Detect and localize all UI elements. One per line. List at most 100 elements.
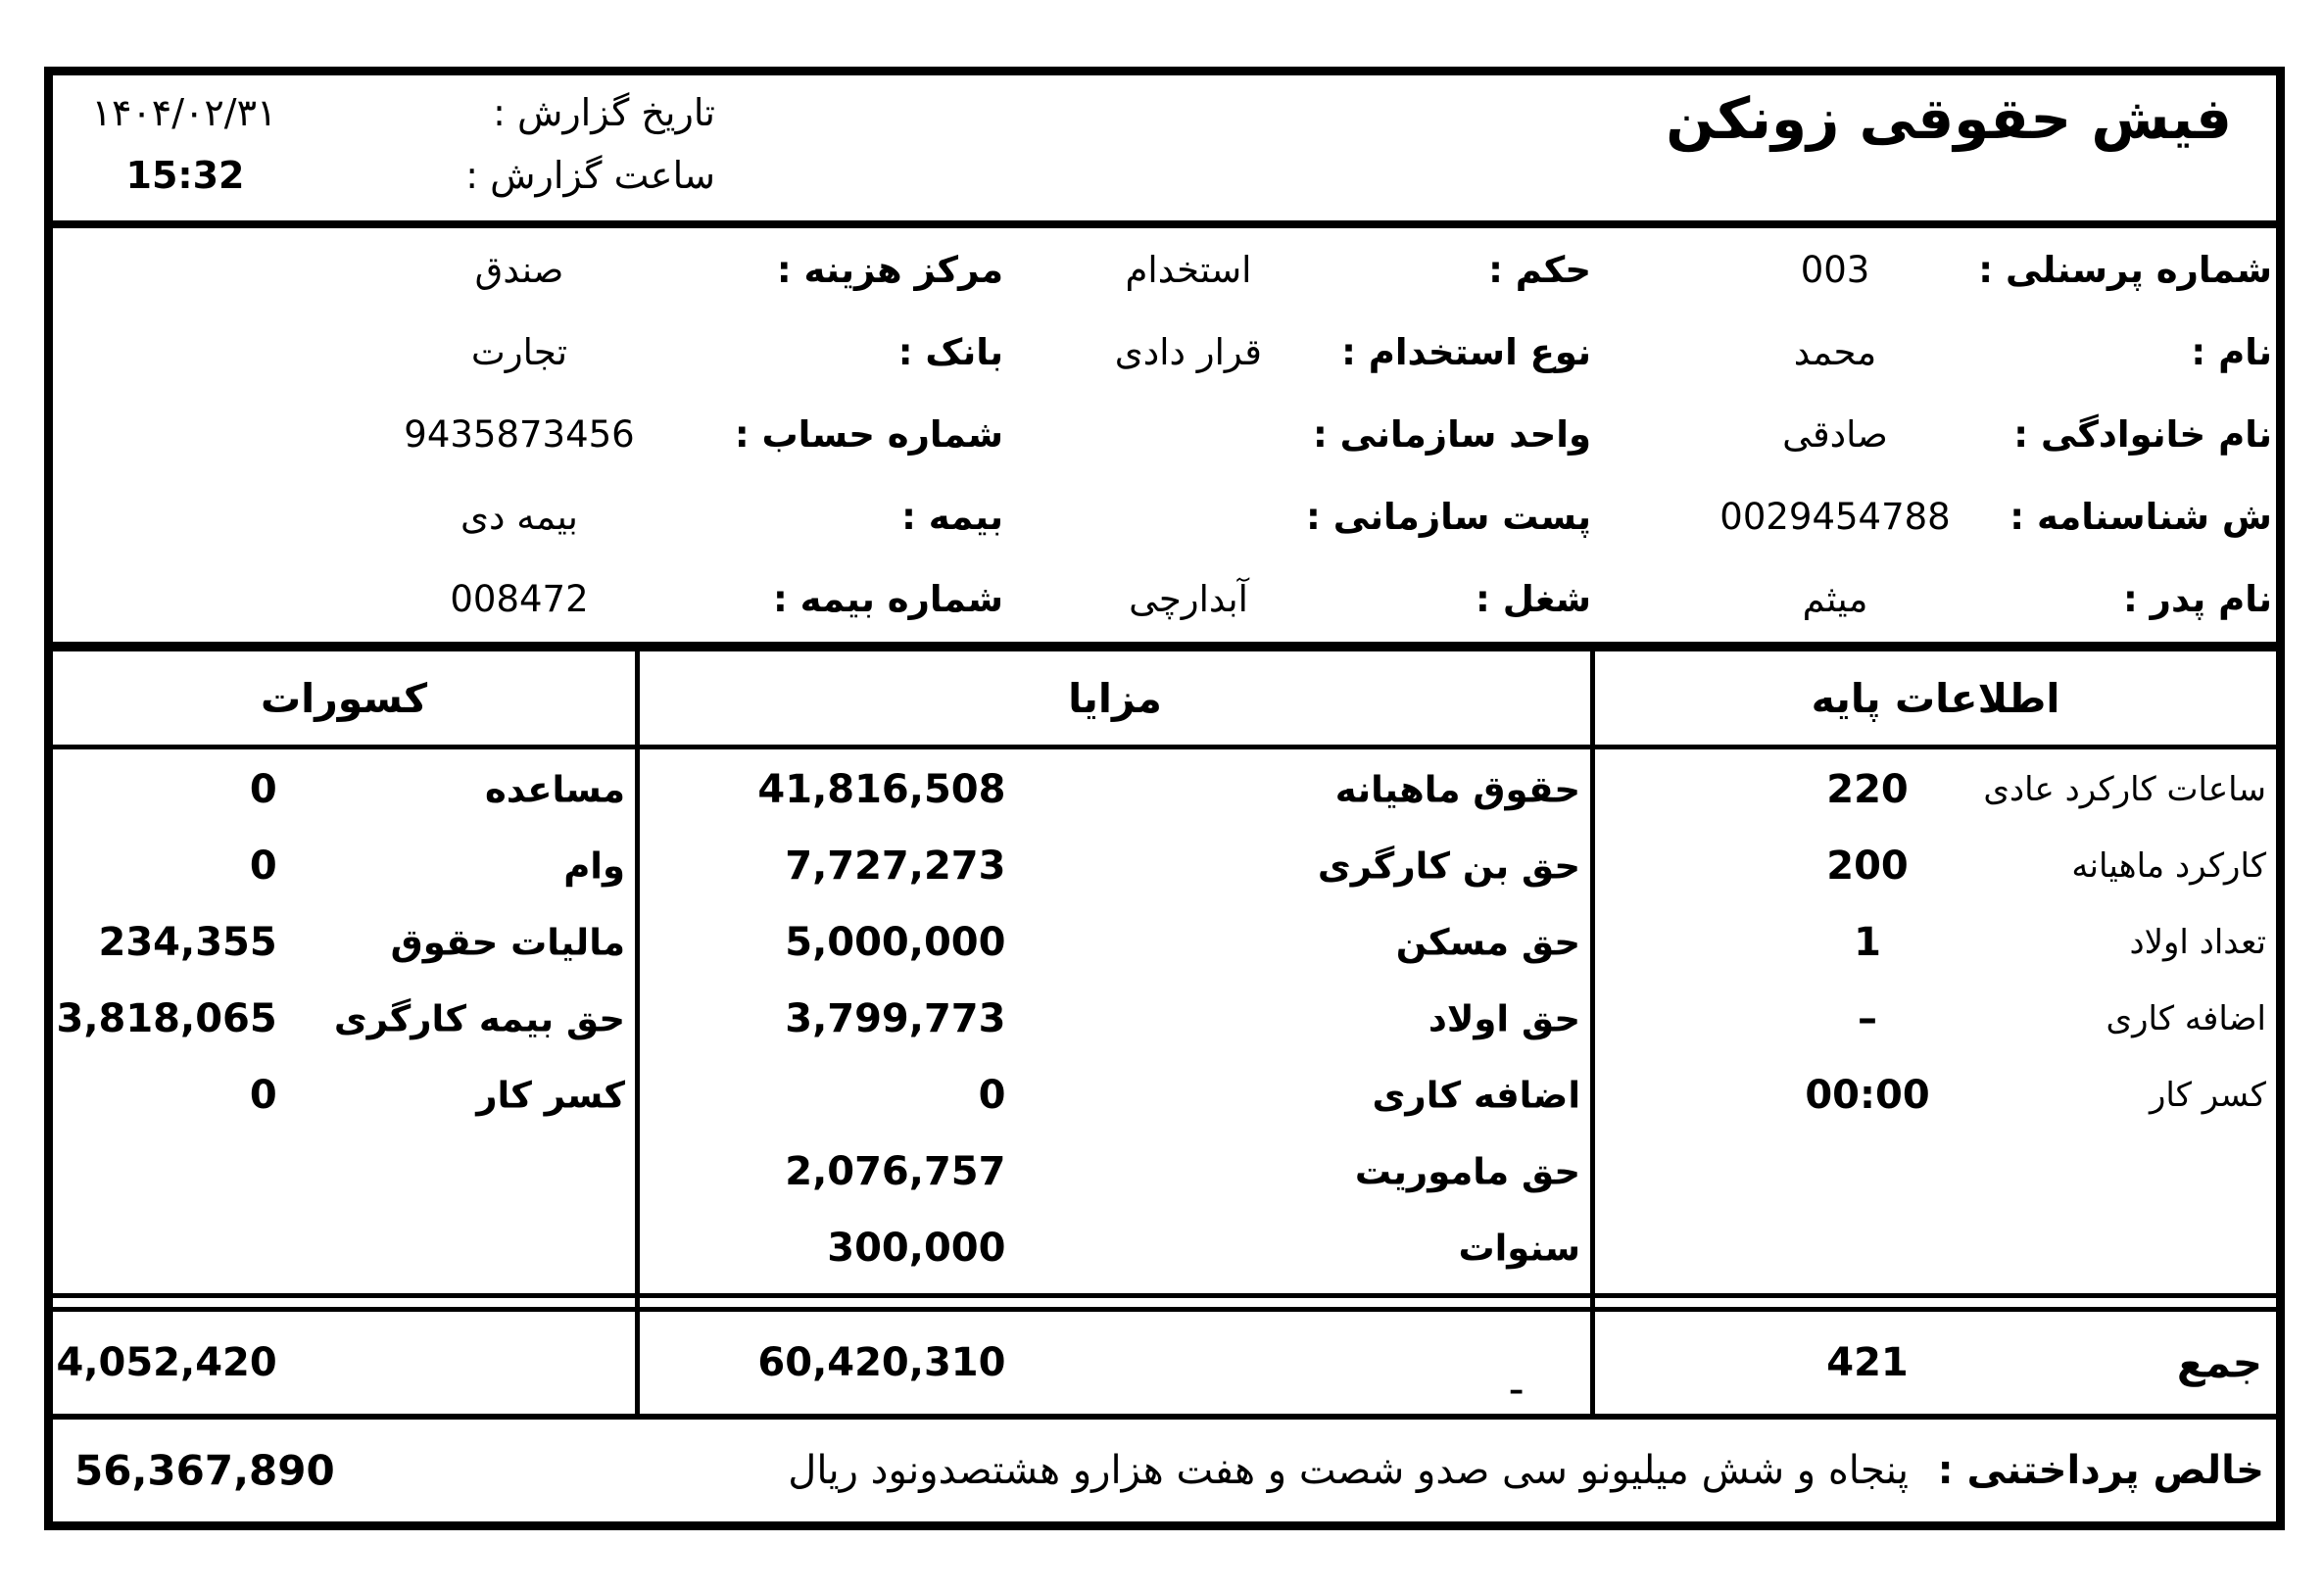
info-label: پست سازمانی : — [1306, 495, 1591, 538]
report-date-label: تاریخ گزارش : — [493, 91, 715, 134]
info-value: قرار دادی — [1114, 330, 1262, 373]
info-value: صندق — [474, 248, 564, 291]
net-payable-row: خالص پرداختنی : پنجاه و شش میلیونو سی صد… — [53, 1420, 2276, 1521]
row-label: کارکرد ماهیانه — [2071, 846, 2266, 886]
table-row: مالیات حقوق 234,355 — [53, 904, 635, 981]
table-row: حق بن کارگری 7,727,273 — [640, 828, 1590, 904]
table-row: حق بیمه کارگری 3,818,065 — [53, 981, 635, 1057]
info-value: بیمه دی — [460, 495, 578, 538]
totals-benefits-cell: 60,420,310 – — [640, 1312, 1590, 1414]
info-label: نام خانوادگی : — [2013, 412, 2272, 456]
info-label: شماره پرسنلی : — [1978, 248, 2272, 291]
base-info-column: ساعات کارکرد عادی 220 کارکرد ماهیانه 200… — [1595, 751, 2276, 1133]
divider-header — [53, 220, 2276, 228]
row-label: ساعات کارکرد عادی — [1983, 770, 2266, 809]
row-label: حق بیمه کارگری — [333, 997, 625, 1040]
report-date-value: ۱۴۰۴/۰۲/۳۱ — [91, 91, 277, 134]
row-label: کسر کار — [476, 1074, 625, 1117]
totals-benefits-dash: – — [1509, 1374, 1525, 1408]
column-divider — [635, 651, 640, 1414]
row-label: مالیات حقوق — [390, 921, 625, 964]
info-value: محمد — [1793, 330, 1877, 373]
table-row: ساعات کارکرد عادی 220 — [1595, 751, 2276, 828]
info-value: 0029454788 — [1719, 495, 1951, 538]
info-value: 008472 — [450, 577, 589, 620]
table-row: حق اولاد 3,799,773 — [640, 981, 1590, 1057]
table-row: سنوات 300,000 — [640, 1210, 1590, 1286]
info-label: نام : — [2191, 330, 2272, 373]
row-value: 234,355 — [98, 920, 277, 965]
net-payable-amount: 56,367,890 — [74, 1446, 335, 1495]
totals-row: جمع 421 60,420,310 – 4,052,420 — [53, 1312, 2276, 1414]
table-row: اضافه کاری 0 — [640, 1057, 1590, 1133]
row-value: 3,799,773 — [785, 996, 1006, 1041]
info-label: شماره حساب : — [734, 412, 1003, 456]
table-row: وام 0 — [53, 828, 635, 904]
info-label: بانک : — [897, 330, 1003, 373]
double-divider-bottom — [53, 1307, 2276, 1312]
section-header-deductions: کسورات — [260, 674, 428, 722]
row-value: 00:00 — [1805, 1073, 1930, 1118]
row-label: کسر کار — [2149, 1076, 2266, 1115]
table-row: حقوق ماهیانه 41,816,508 — [640, 751, 1590, 828]
totals-base-info-cell: جمع 421 — [1595, 1312, 2276, 1414]
info-label: نوع استخدام : — [1341, 330, 1591, 373]
table-row: حق ماموریت 2,076,757 — [640, 1133, 1590, 1210]
row-label: حقوق ماهیانه — [1334, 768, 1580, 811]
row-label: سنوات — [1458, 1227, 1580, 1270]
report-time-value: 15:32 — [125, 154, 245, 197]
totals-benefits-value: 60,420,310 — [757, 1340, 1006, 1385]
row-label: حق ماموریت — [1354, 1150, 1580, 1193]
column-divider — [1590, 651, 1595, 1414]
row-value: 0 — [249, 1073, 277, 1118]
row-value: 1 — [1854, 920, 1881, 965]
employee-info-grid: شماره پرسنلی : 003 حکم : استخدام مرکز هز… — [53, 228, 2276, 640]
row-value: 0 — [978, 1073, 1006, 1118]
row-label: حق بن کارگری — [1317, 844, 1580, 888]
info-value: 9435873456 — [404, 412, 635, 456]
row-label: اضافه کاری — [1372, 1074, 1581, 1117]
table-row: تعداد اولاد 1 — [1595, 904, 2276, 981]
info-value: 003 — [1800, 248, 1870, 291]
info-value: صادقی — [1782, 412, 1888, 456]
row-value: 5,000,000 — [785, 920, 1006, 965]
section-header-benefits: مزایا — [1068, 674, 1162, 722]
info-label: واحد سازمانی : — [1313, 412, 1591, 456]
row-value: 2,076,757 — [785, 1149, 1006, 1194]
row-label: مساعده — [485, 768, 625, 811]
table-row: مساعده 0 — [53, 751, 635, 828]
info-label: حکم : — [1488, 248, 1591, 291]
totals-deductions-value: 4,052,420 — [56, 1340, 277, 1385]
divider-section-header — [53, 745, 2276, 749]
row-value: 41,816,508 — [757, 767, 1006, 812]
row-value: 0 — [249, 767, 277, 812]
row-value: 220 — [1826, 767, 1909, 812]
row-label: تعداد اولاد — [2129, 923, 2266, 962]
table-row: کسر کار 0 — [53, 1057, 635, 1133]
row-value: 300,000 — [827, 1226, 1006, 1271]
row-label: حق مسکن — [1395, 921, 1580, 964]
row-value: – — [1858, 996, 1877, 1041]
info-value: استخدام — [1125, 248, 1252, 291]
table-row: حق مسکن 5,000,000 — [640, 904, 1590, 981]
divider-totals-bottom — [53, 1414, 2276, 1420]
net-payable-label: خالص پرداختنی : — [1937, 1448, 2264, 1493]
info-label: نام پدر : — [2122, 577, 2272, 620]
row-value: 3,818,065 — [56, 996, 277, 1041]
totals-base-info-value: 421 — [1826, 1340, 1909, 1385]
info-value: آبدارچی — [1129, 577, 1248, 620]
payslip-sheet: فیش حقوقی زونکن تاریخ گزارش : ۱۴۰۴/۰۲/۳۱… — [44, 67, 2285, 1530]
info-label: بیمه : — [901, 495, 1003, 538]
double-divider-top — [53, 1293, 2276, 1298]
totals-deductions-cell: 4,052,420 — [53, 1312, 635, 1414]
table-row: کسر کار 00:00 — [1595, 1057, 2276, 1133]
row-value: 7,727,273 — [785, 844, 1006, 889]
page-title: فیش حقوقی زونکن — [1666, 85, 2232, 152]
table-row: اضافه کاری – — [1595, 981, 2276, 1057]
row-label: وام — [563, 844, 625, 888]
net-payable-in-words: پنجاه و شش میلیونو سی صدو شصت و هفت هزار… — [788, 1448, 1909, 1493]
info-label: مرکز هزینه : — [776, 248, 1003, 291]
section-header-base-info: اطلاعات پایه — [1811, 674, 2060, 722]
row-value: 200 — [1826, 844, 1909, 889]
info-value: تجارت — [470, 330, 568, 373]
